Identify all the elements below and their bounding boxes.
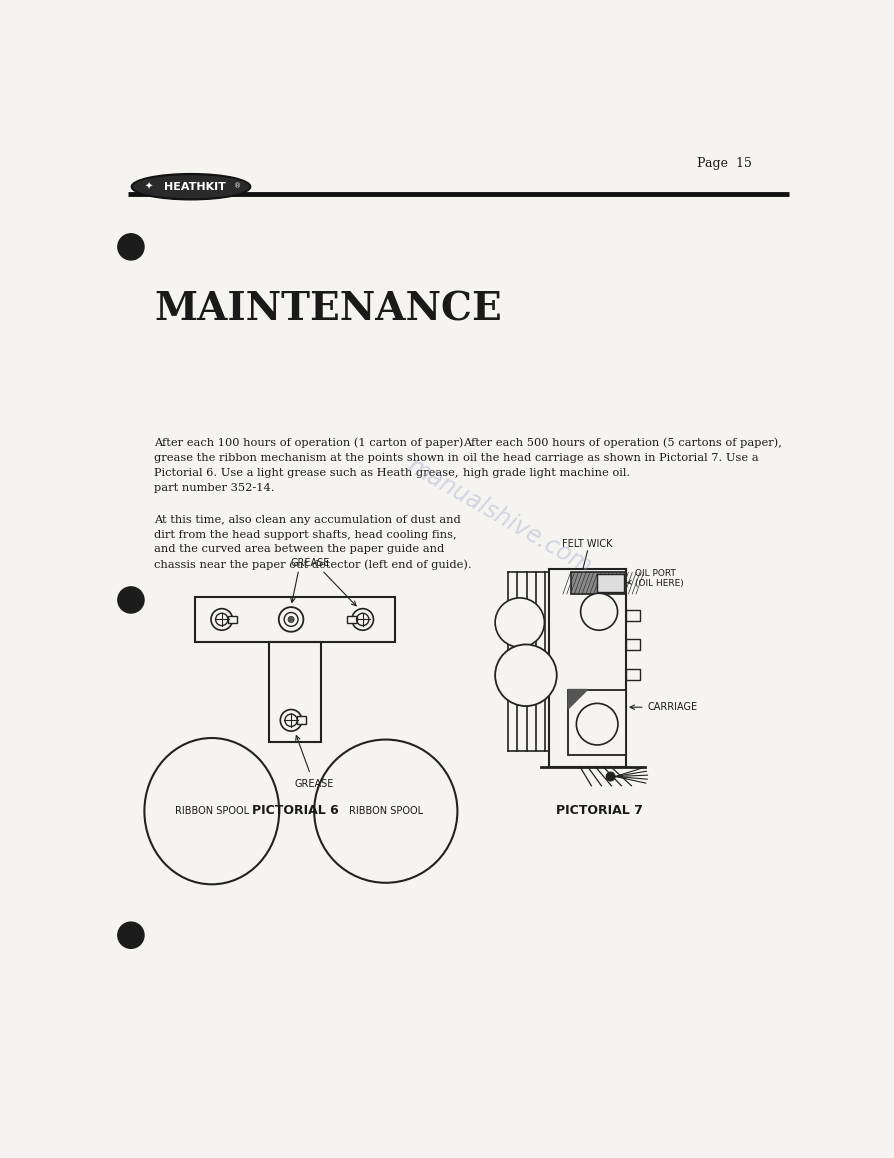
Bar	[347, 616, 357, 623]
Circle shape	[211, 609, 232, 630]
Text: PICTORIAL 6: PICTORIAL 6	[251, 804, 338, 816]
Text: OIL PORT
(OIL HERE): OIL PORT (OIL HERE)	[628, 569, 684, 588]
Text: PICTORIAL 7: PICTORIAL 7	[556, 804, 643, 816]
Polygon shape	[569, 689, 587, 709]
Bar	[626, 639, 640, 651]
Text: FELT WICK: FELT WICK	[562, 540, 612, 549]
Circle shape	[279, 607, 303, 632]
Circle shape	[118, 922, 144, 948]
Bar	[195, 598, 395, 642]
Text: RIBBON SPOOL: RIBBON SPOOL	[174, 806, 249, 816]
Text: ®: ®	[233, 184, 240, 190]
Circle shape	[118, 234, 144, 259]
Circle shape	[118, 587, 144, 613]
Text: MAINTENANCE: MAINTENANCE	[154, 291, 502, 329]
Ellipse shape	[131, 174, 250, 200]
Text: After each 500 hours of operation (5 cartons of paper),
oil the head carriage as: After each 500 hours of operation (5 car…	[463, 438, 781, 478]
Circle shape	[352, 609, 374, 630]
Circle shape	[495, 645, 557, 706]
Circle shape	[580, 593, 618, 630]
Text: GREASE: GREASE	[291, 558, 330, 567]
Circle shape	[495, 598, 544, 647]
Circle shape	[577, 703, 618, 745]
Circle shape	[288, 616, 294, 623]
Text: Page  15: Page 15	[697, 157, 752, 170]
Bar	[269, 642, 321, 742]
Bar	[549, 569, 626, 767]
Bar	[626, 668, 640, 680]
Ellipse shape	[133, 176, 249, 198]
Bar	[228, 616, 237, 623]
Circle shape	[606, 772, 615, 782]
Text: CARRIAGE: CARRIAGE	[630, 702, 697, 712]
Text: GREASE: GREASE	[294, 779, 333, 789]
Text: At this time, also clean any accumulation of dust and
dirt from the head support: At this time, also clean any accumulatio…	[154, 514, 472, 570]
Circle shape	[281, 710, 302, 731]
Text: RIBBON SPOOL: RIBBON SPOOL	[349, 806, 423, 816]
Text: ✦: ✦	[145, 182, 153, 192]
Bar	[626, 610, 640, 621]
Bar	[569, 689, 626, 755]
Bar	[570, 572, 626, 594]
Text: HEATHKIT: HEATHKIT	[164, 182, 226, 192]
Text: manualshive.com: manualshive.com	[402, 454, 595, 579]
Bar	[597, 574, 624, 593]
Text: After each 100 hours of operation (1 carton of paper)
grease the ribbon mechanis: After each 100 hours of operation (1 car…	[154, 438, 463, 492]
Bar	[297, 717, 307, 724]
